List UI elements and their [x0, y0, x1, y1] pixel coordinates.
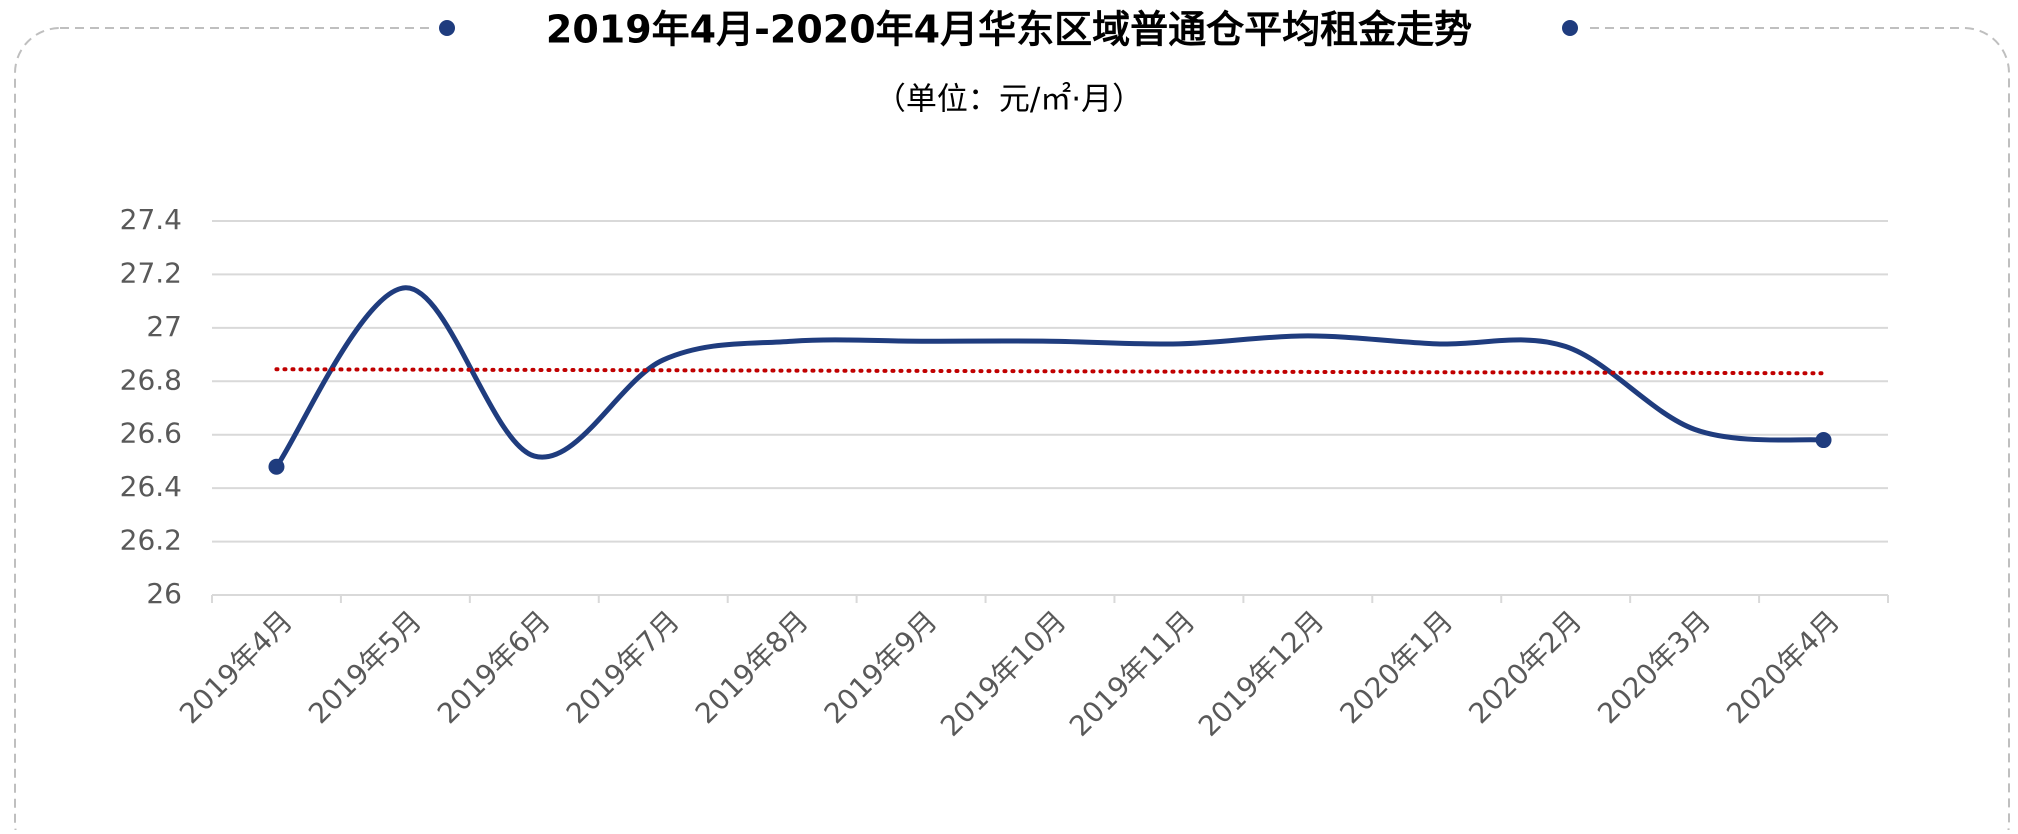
x-tick-label: 2019年7月	[560, 604, 686, 730]
y-tick-label: 27.2	[120, 256, 182, 289]
x-tick-label: 2019年8月	[689, 604, 815, 730]
title-bullet	[1562, 20, 1578, 36]
x-tick-label: 2020年1月	[1333, 604, 1459, 730]
end-marker	[1815, 432, 1832, 449]
y-tick-label: 26.6	[120, 417, 182, 450]
x-tick-label: 2019年5月	[302, 604, 428, 730]
y-tick-label: 26	[146, 577, 182, 610]
y-tick-label: 27	[146, 310, 182, 343]
x-tick-label: 2020年4月	[1720, 604, 1846, 730]
line-series	[273, 285, 1827, 470]
y-tick-label: 27.4	[120, 203, 182, 236]
chart-subtitle: （单位：元/㎡·月）	[875, 82, 1143, 118]
end-marker	[268, 458, 285, 475]
y-tick-label: 26.8	[120, 363, 182, 396]
x-tick-label: 2019年6月	[431, 604, 557, 730]
x-tick-label: 2019年10月	[934, 604, 1073, 743]
x-tick-label: 2019年9月	[818, 604, 944, 730]
trendline	[274, 367, 1826, 376]
y-tick-label: 26.2	[120, 524, 182, 557]
x-tick-label: 2019年11月	[1063, 604, 1202, 743]
title-bullet	[439, 20, 455, 36]
chart-title: 2019年4月-2020年4月华东区域普通仓平均租金走势	[546, 8, 1472, 52]
x-tick-label: 2020年3月	[1591, 604, 1717, 730]
x-tick-label: 2019年4月	[173, 604, 299, 730]
x-tick-label: 2020年2月	[1462, 604, 1588, 730]
x-tick-label: 2019年12月	[1192, 604, 1331, 743]
y-tick-label: 26.4	[120, 470, 182, 503]
title-backdrop	[430, 5, 1588, 60]
